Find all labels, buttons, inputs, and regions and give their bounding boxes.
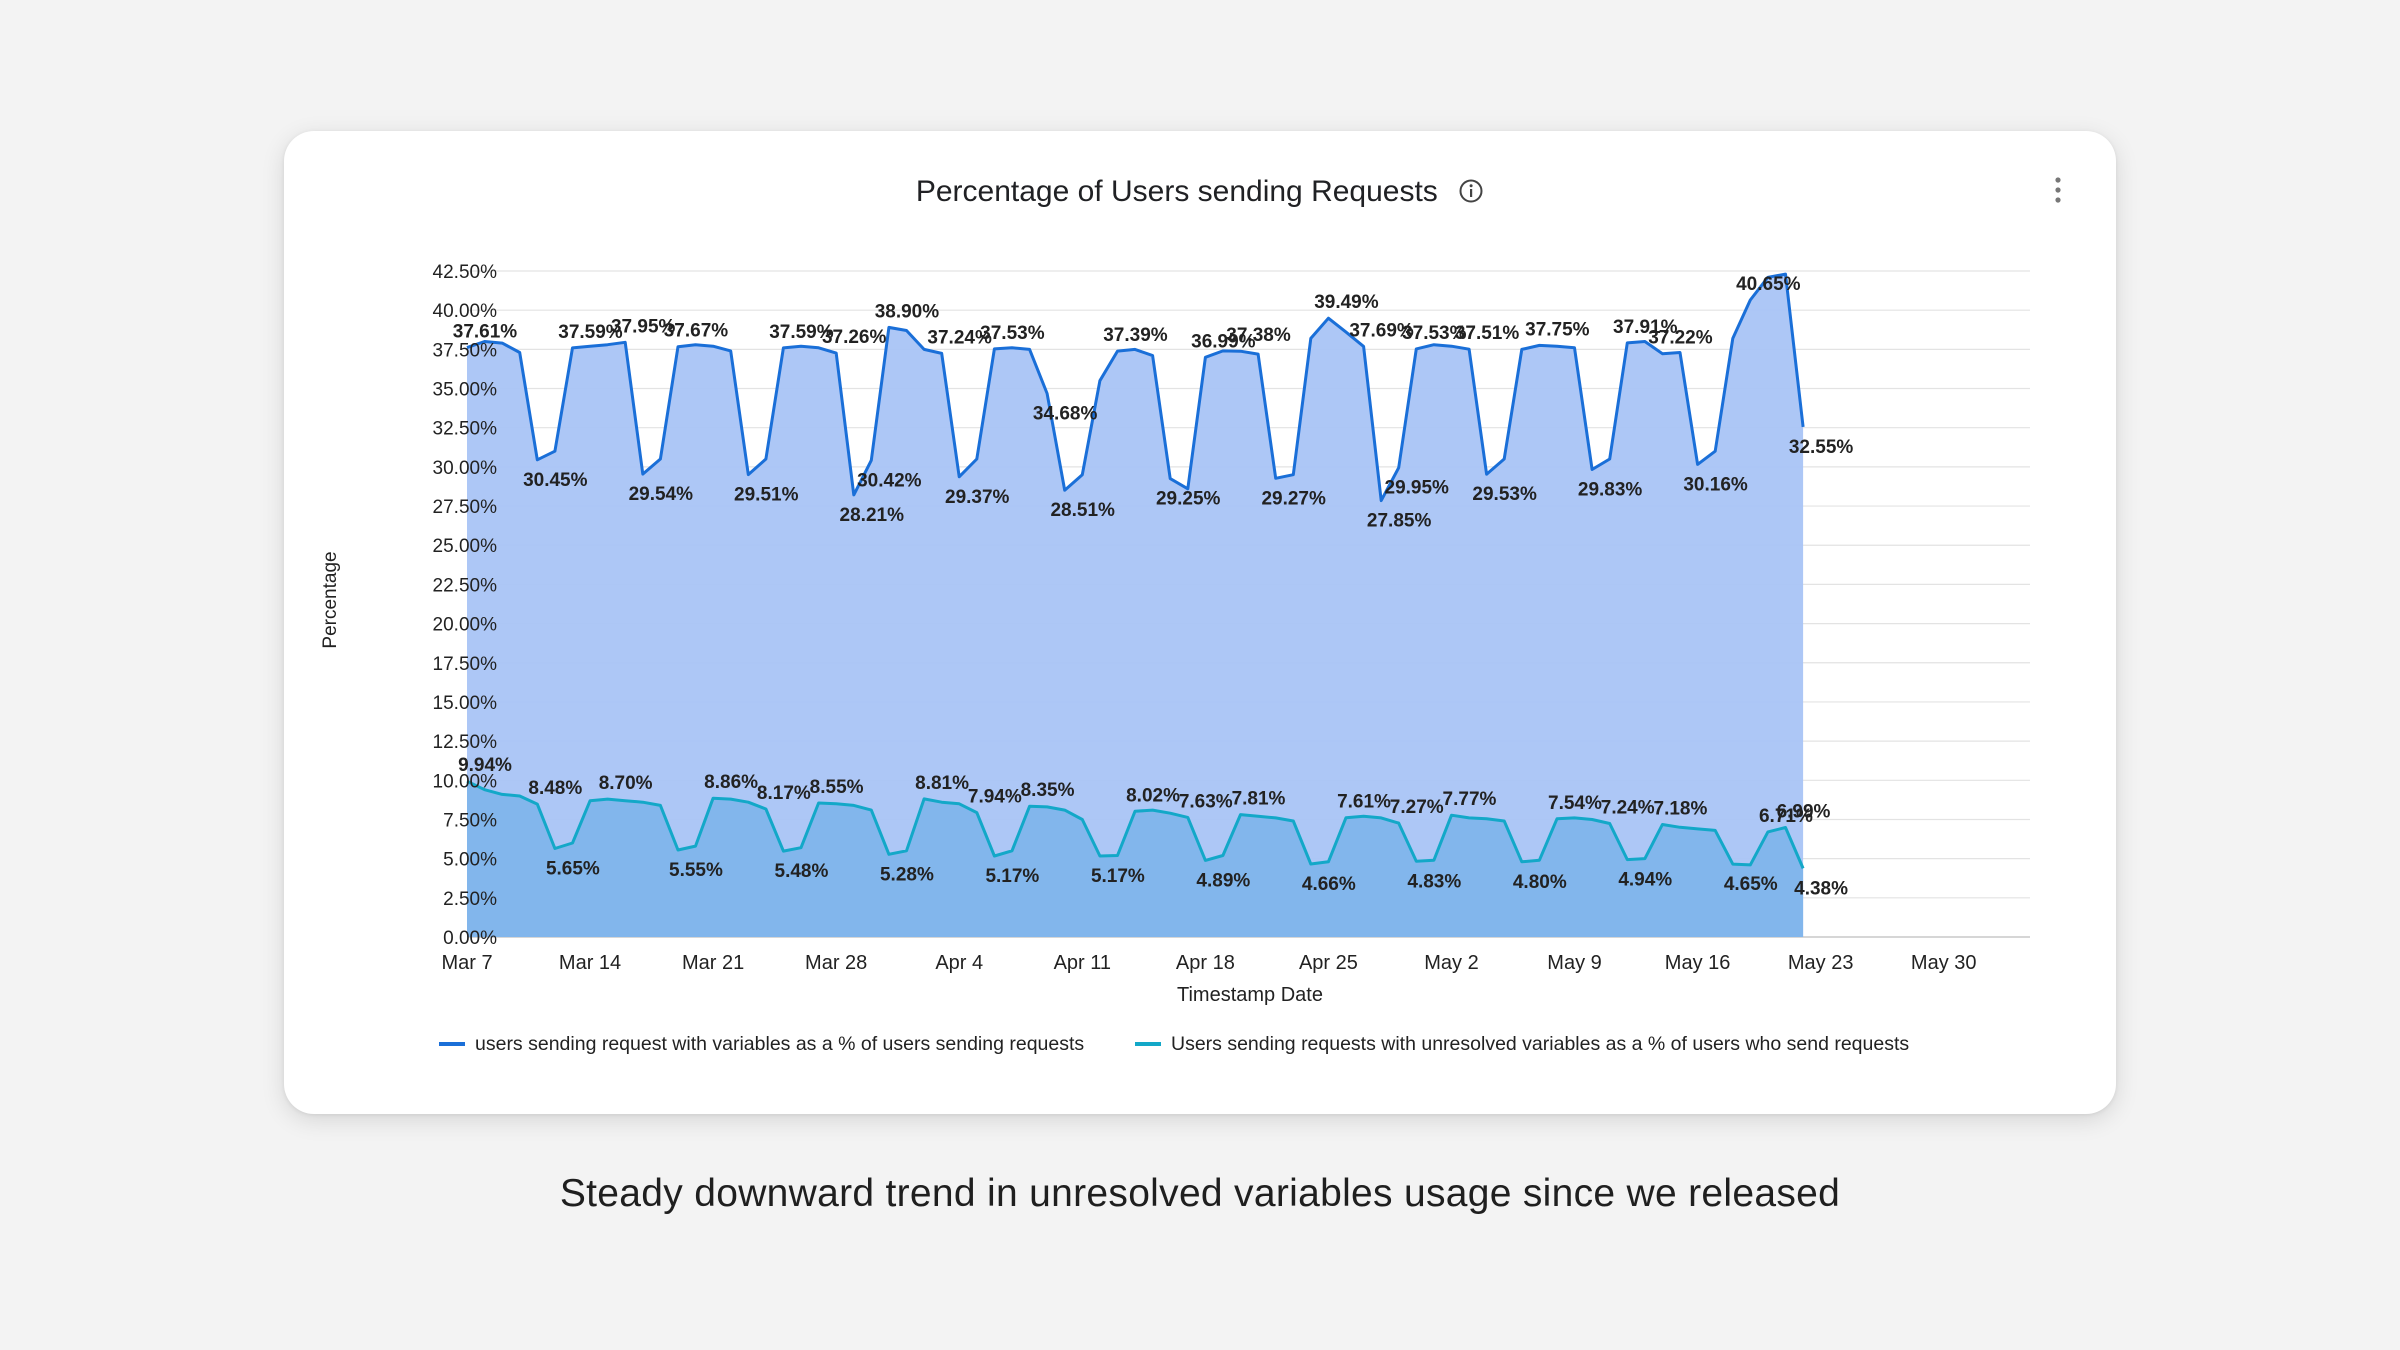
data-label: 4.38% (1794, 878, 1848, 899)
data-label: 40.65% (1736, 274, 1801, 295)
data-label: 7.61% (1337, 792, 1391, 813)
data-label: 8.81% (915, 773, 969, 794)
y-tick-label: 42.50% (433, 262, 498, 283)
series-areas (467, 274, 1803, 937)
y-tick-label: 30.00% (433, 458, 498, 479)
y-tick-label: 35.00% (433, 380, 498, 401)
data-label: 37.39% (1103, 325, 1168, 346)
data-label: 7.54% (1548, 793, 1602, 814)
y-tick-label: 10.00% (433, 771, 498, 792)
data-label: 5.28% (880, 864, 934, 885)
data-label: 4.80% (1513, 872, 1567, 893)
data-label: 8.70% (599, 773, 653, 794)
data-label: 5.48% (775, 861, 829, 882)
legend-label-2: Users sending requests with unresolved v… (1171, 1033, 1909, 1055)
data-label: 37.75% (1525, 319, 1590, 340)
data-label: 29.27% (1261, 488, 1326, 509)
data-label: 29.25% (1156, 489, 1221, 510)
data-label: 8.55% (810, 777, 864, 798)
data-label: 37.51% (1455, 323, 1520, 344)
x-tick-label: May 9 (1547, 952, 1601, 974)
data-label: 7.63% (1179, 791, 1233, 812)
data-label: 8.35% (1021, 780, 1075, 801)
data-label: 5.65% (546, 858, 600, 879)
legend: users sending request with variables as … (439, 1033, 1909, 1055)
x-tick-label: Apr 4 (935, 952, 983, 974)
x-axis: Mar 7 Mar 14 Mar 21 Mar 28 Apr 4 Apr 11 Apr 18… (441, 952, 1976, 974)
data-label: 7.81% (1232, 789, 1286, 810)
area-chart: 37.61%30.45%37.59%37.95%29.54%37.67%29.5… (284, 131, 2116, 1114)
data-label: 30.42% (857, 470, 922, 491)
x-tick-label: May 30 (1911, 952, 1977, 974)
x-tick-label: Apr 11 (1054, 952, 1111, 974)
data-label: 37.38% (1226, 325, 1291, 346)
data-label: 5.55% (669, 860, 723, 881)
data-label: 29.83% (1578, 480, 1643, 501)
data-label: 29.53% (1472, 484, 1537, 505)
data-label: 34.68% (1033, 404, 1098, 425)
chart-card: Percentage of Users sending Requests 37.… (284, 131, 2116, 1114)
data-label: 8.86% (704, 772, 758, 793)
x-tick-label: Apr 25 (1299, 952, 1358, 974)
x-axis-label: Timestamp Date (1177, 984, 1323, 1006)
caption: Steady downward trend in unresolved vari… (0, 1172, 2400, 1216)
legend-label-1: users sending request with variables as … (475, 1033, 1084, 1055)
data-label: 29.51% (734, 485, 799, 506)
data-label: 29.37% (945, 487, 1010, 508)
y-tick-label: 22.50% (433, 575, 498, 596)
y-tick-label: 32.50% (433, 419, 498, 440)
data-label: 4.83% (1407, 871, 1461, 892)
y-tick-label: 0.00% (443, 928, 497, 949)
x-tick-label: Mar 7 (441, 952, 492, 974)
y-tick-label: 7.50% (443, 810, 497, 831)
y-tick-label: 2.50% (443, 889, 497, 910)
data-label: 7.24% (1601, 798, 1655, 819)
x-tick-label: May 23 (1788, 952, 1854, 974)
data-label: 4.65% (1724, 874, 1778, 895)
data-label: 4.89% (1196, 870, 1250, 891)
data-label: 37.53% (980, 323, 1045, 344)
data-label: 28.51% (1050, 500, 1115, 521)
data-label: 7.77% (1443, 789, 1497, 810)
y-tick-label: 37.50% (433, 340, 498, 361)
y-tick-label: 40.00% (433, 301, 498, 322)
data-label: 28.21% (840, 505, 905, 526)
data-label: 27.85% (1367, 511, 1432, 532)
x-tick-label: Mar 14 (559, 952, 621, 974)
data-label: 8.48% (528, 778, 582, 799)
data-label: 37.26% (822, 327, 887, 348)
y-tick-label: 12.50% (433, 732, 498, 753)
data-label: 5.17% (985, 866, 1039, 887)
data-label: 32.55% (1789, 437, 1854, 458)
data-label: 7.27% (1390, 797, 1444, 818)
y-tick-label: 15.00% (433, 693, 498, 714)
data-label: 29.95% (1385, 478, 1450, 499)
data-label: 30.16% (1683, 474, 1748, 495)
data-label: 4.94% (1618, 870, 1672, 891)
x-tick-label: Mar 28 (805, 952, 867, 974)
data-label: 29.54% (629, 484, 694, 505)
data-label: 37.22% (1648, 328, 1713, 349)
data-label: 7.18% (1654, 798, 1708, 819)
y-tick-label: 25.00% (433, 536, 498, 557)
x-tick-label: Mar 21 (682, 952, 744, 974)
y-tick-label: 20.00% (433, 615, 498, 636)
x-tick-label: May 2 (1424, 952, 1478, 974)
y-axis-label: Percentage (320, 551, 341, 648)
x-tick-label: Apr 18 (1176, 952, 1235, 974)
data-label: 4.66% (1302, 874, 1356, 895)
data-label: 39.49% (1314, 292, 1379, 313)
data-label: 6.99% (1777, 801, 1831, 822)
y-tick-label: 5.00% (443, 850, 497, 871)
data-label: 8.02% (1126, 785, 1180, 806)
data-label: 30.45% (523, 470, 588, 491)
data-label: 38.90% (875, 301, 940, 322)
data-label: 37.67% (664, 321, 729, 342)
x-tick-label: May 16 (1665, 952, 1731, 974)
data-label: 8.17% (757, 783, 811, 804)
y-tick-label: 27.50% (433, 497, 498, 518)
data-label: 7.94% (968, 787, 1022, 808)
data-label: 5.17% (1091, 866, 1145, 887)
y-tick-label: 17.50% (433, 654, 498, 675)
